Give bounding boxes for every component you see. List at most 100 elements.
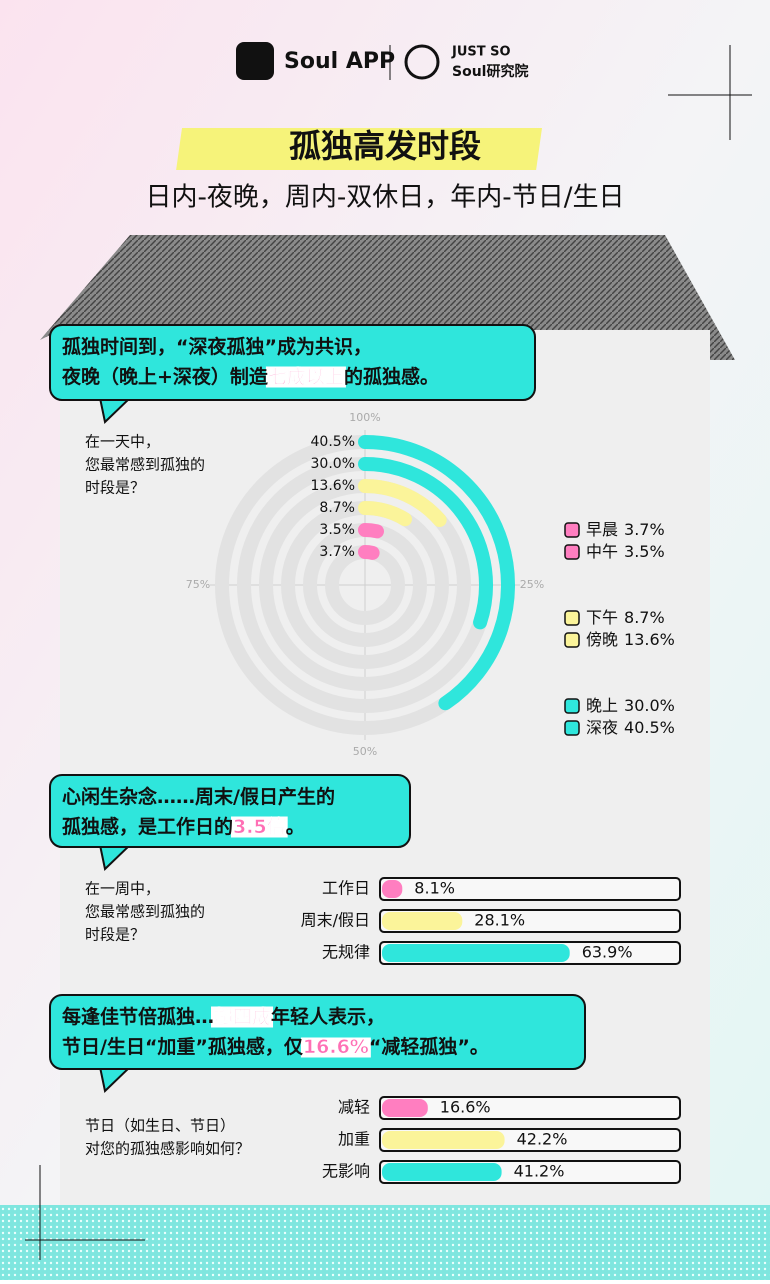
legend-value: 40.5% — [624, 718, 675, 737]
bar — [382, 1163, 502, 1181]
callout-span: 每逢佳节倍孤独… — [62, 1005, 214, 1028]
highlight-bg — [300, 1037, 371, 1058]
legend-swatch — [564, 632, 580, 648]
callout-span: 孤独时间到，“深夜孤独”成为共识， — [62, 335, 372, 358]
callout-text: 孤独感，是工作日的3.5倍。 — [62, 815, 305, 838]
value-label: 28.1% — [474, 911, 525, 930]
legend-name: 傍晚 — [586, 630, 618, 649]
question: 时段是？ — [85, 926, 145, 944]
legend-name: 中午 — [586, 542, 618, 561]
legend-value: 13.6% — [624, 630, 675, 649]
value-label: 30.0% — [311, 456, 355, 472]
highlight-bg — [231, 816, 288, 838]
legend-name: 下午 — [586, 608, 618, 627]
value-label: 40.5% — [311, 434, 355, 450]
legend-value: 8.7% — [624, 608, 665, 627]
callout-highlight: 3.5倍 — [233, 815, 286, 838]
logo-icon — [236, 42, 274, 80]
bar — [382, 912, 463, 930]
value-label: 41.2% — [514, 1162, 565, 1181]
value-label: 63.9% — [582, 943, 633, 962]
callout-span: 心闲生杂念……周末/假日产生的 — [62, 785, 335, 808]
legend-entry: 下午 8.7% — [586, 608, 665, 627]
legend-entry: 中午 3.5% — [586, 542, 665, 561]
bar — [382, 944, 570, 962]
callout-highlight: 16.6% — [303, 1036, 369, 1058]
value-label: 8.1% — [414, 879, 455, 898]
bar — [382, 880, 403, 898]
arc — [358, 479, 447, 527]
legend-value: 3.7% — [624, 520, 665, 539]
bubble-tail — [99, 844, 131, 871]
legend-swatch — [564, 522, 580, 538]
tick-label: 100% — [349, 411, 380, 424]
bubble-tail — [99, 1066, 131, 1093]
partner-icon — [404, 44, 440, 80]
callout-highlight: 超四成 — [213, 1005, 271, 1028]
brand: Soul APP — [284, 49, 395, 74]
callout-span: 夜晚（晚上+深夜）制造 — [61, 365, 269, 388]
tick-label: 25% — [520, 578, 544, 591]
bubble — [49, 994, 586, 1070]
category-label: 加重 — [338, 1130, 370, 1149]
bar-track — [379, 1096, 681, 1120]
category-label: 周末/假日 — [301, 911, 370, 930]
question: 您最常感到孤独的 — [85, 456, 205, 474]
legend-name: 早晨 — [586, 520, 618, 539]
callout-text: 心闲生杂念……周末/假日产生的 — [62, 785, 335, 808]
question: 对您的孤独感影响如何？ — [85, 1140, 250, 1158]
callout-text: 夜晚（晚上+深夜）制造七成以上的孤独感。 — [61, 365, 439, 388]
callout-text: 节日/生日“加重”孤独感，仅16.6%“减轻孤独”。 — [62, 1035, 489, 1058]
legend-entry: 深夜 40.5% — [586, 718, 675, 737]
callout-text: 孤独时间到，“深夜孤独”成为共识， — [62, 335, 372, 358]
arc — [358, 501, 413, 527]
value-label: 8.7% — [319, 500, 355, 516]
value-label: 3.5% — [319, 522, 355, 538]
value-label: 3.7% — [319, 544, 355, 560]
value-label: 16.6% — [440, 1098, 491, 1117]
arc — [358, 545, 380, 560]
tick-label: 75% — [186, 578, 210, 591]
question: 节日（如生日、节日） — [85, 1117, 235, 1135]
legend-entry: 早晨 3.7% — [586, 520, 665, 539]
callout-span: 。 — [286, 816, 305, 838]
value-label: 13.6% — [311, 478, 355, 494]
callout-span: 的孤独感。 — [344, 365, 439, 388]
legend-name: 深夜 — [586, 718, 618, 737]
legend-swatch — [564, 720, 580, 736]
title-highlight — [176, 128, 543, 170]
arc — [358, 523, 384, 539]
partner: Soul研究院 — [452, 63, 528, 80]
legend-entry: 傍晚 13.6% — [586, 630, 675, 649]
callout-span: 节日/生日“加重”孤独感，仅 — [62, 1035, 304, 1058]
callout-span: “减轻孤独”。 — [369, 1035, 489, 1058]
partner: JUST SO — [451, 45, 511, 60]
question: 您最常感到孤独的 — [85, 903, 205, 921]
callout-span: 孤独感，是工作日的 — [62, 815, 233, 838]
bar — [382, 1131, 505, 1149]
callout-text: 每逢佳节倍孤独…超四成年轻人表示， — [62, 1005, 385, 1028]
legend-swatch — [564, 610, 580, 626]
bottom-strip — [0, 1205, 770, 1280]
question: 在一周中， — [85, 880, 160, 898]
highlight-bg — [265, 366, 346, 388]
bar-track — [379, 877, 681, 901]
tick-label: 50% — [353, 745, 377, 758]
bubble-tail — [99, 397, 131, 424]
question: 时段是？ — [85, 479, 145, 497]
bar — [382, 1099, 428, 1117]
category-label: 工作日 — [322, 879, 370, 898]
legend-swatch — [564, 544, 580, 560]
bubble — [49, 774, 411, 848]
title: 孤独高发时段 — [289, 127, 481, 165]
category-label: 无规律 — [322, 943, 370, 962]
arc — [358, 435, 515, 711]
legend-value: 30.0% — [624, 696, 675, 715]
callout-span: 年轻人表示， — [271, 1005, 385, 1028]
legend-swatch — [564, 698, 580, 714]
category-label: 减轻 — [338, 1098, 370, 1117]
legend-name: 晚上 — [586, 696, 618, 715]
legend-entry: 晚上 30.0% — [586, 696, 675, 715]
